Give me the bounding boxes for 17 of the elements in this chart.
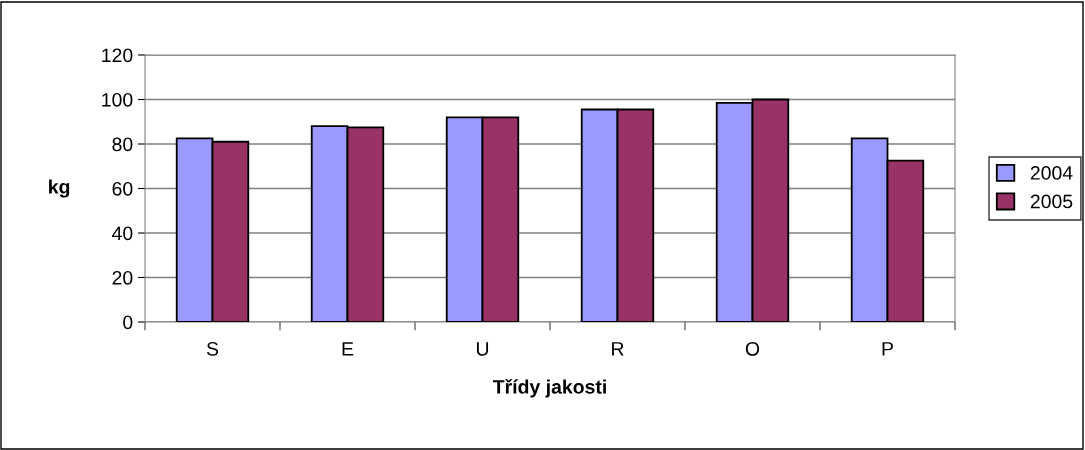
x-tick-label: O (745, 341, 760, 356)
x-tick-label: P (882, 342, 893, 356)
x-tick-label: S (206, 341, 219, 356)
y-axis-title: kg (49, 179, 70, 198)
legend-label: 2004 (1030, 166, 1073, 180)
y-tick-label: 20 (112, 270, 133, 285)
y-tick-label: 40 (112, 226, 133, 241)
y-tick-label: 0 (123, 315, 133, 330)
x-tick-label: R (612, 342, 624, 356)
x-axis-title: Třídy jakosti (492, 379, 606, 398)
x-tick-label: U (476, 342, 489, 356)
x-tick-label: E (342, 342, 354, 356)
y-tick-label: 80 (112, 137, 133, 152)
legend-label: 2005 (1030, 194, 1073, 209)
y-tick-label: 120 (102, 48, 133, 63)
y-tick-label: 60 (112, 181, 133, 196)
y-tick-label: 100 (102, 92, 133, 107)
